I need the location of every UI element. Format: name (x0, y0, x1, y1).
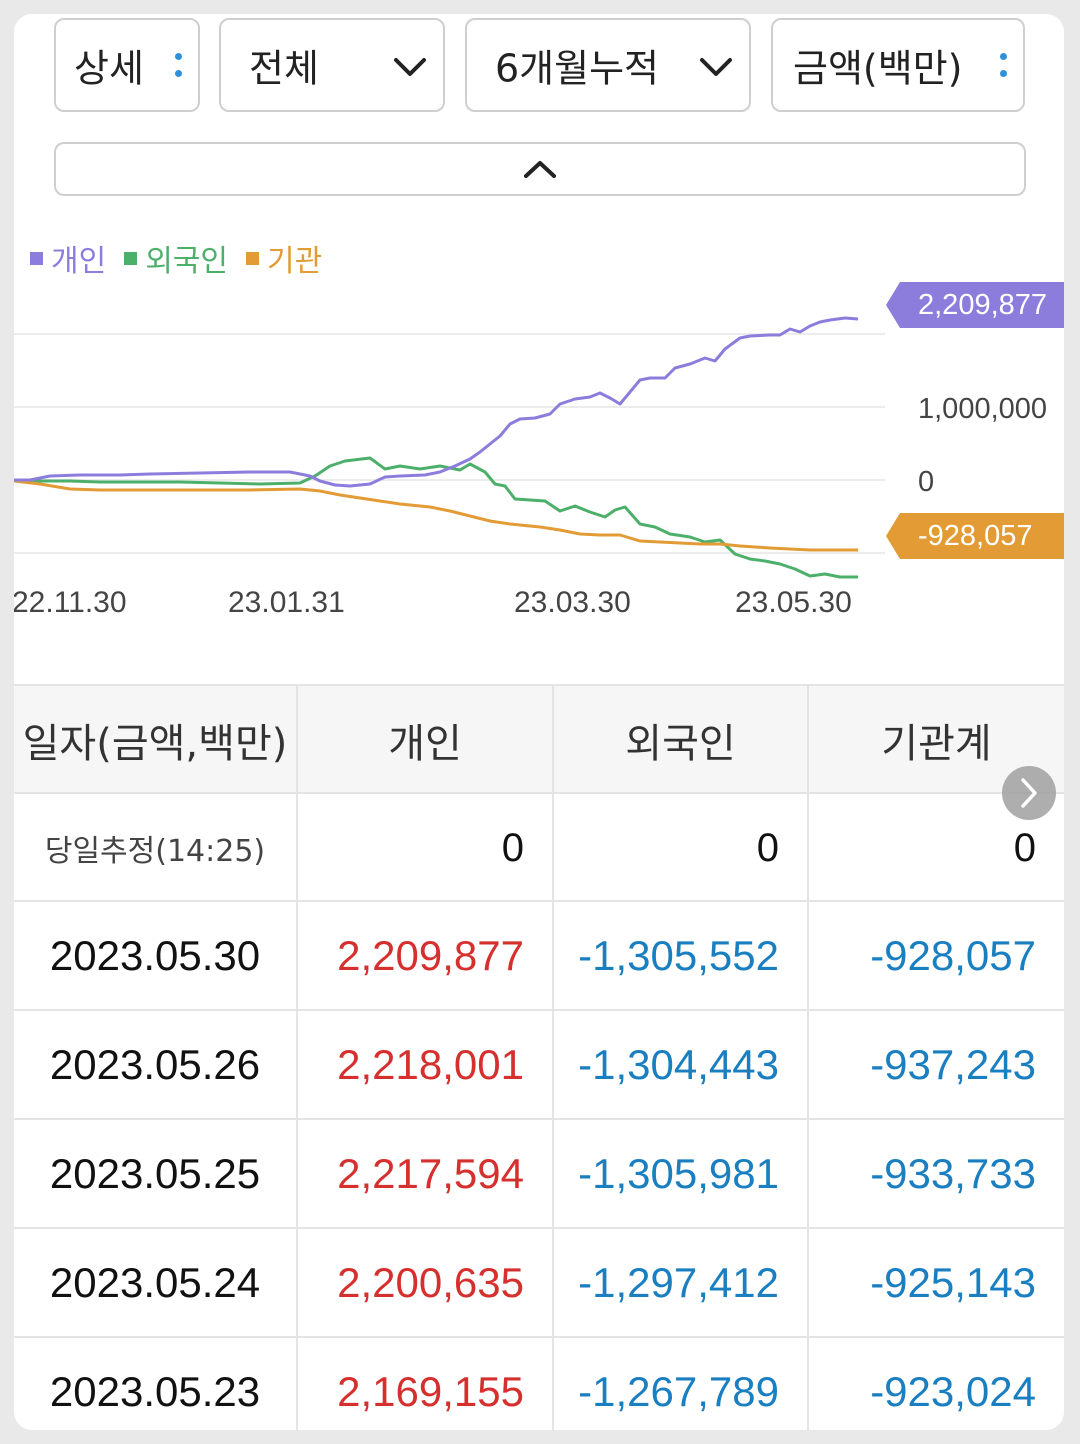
foreign-value: -1,305,552 (554, 902, 809, 1010)
scope-dropdown[interactable]: 전체 (219, 18, 445, 112)
table-header-row: 일자(금액,백만) 개인 외국인 기관계 (14, 684, 1064, 794)
chevron-down-icon (699, 43, 733, 87)
individual-value: 0 (298, 794, 554, 902)
institution-value: -928,057 (870, 932, 1036, 979)
date-cell: 2023.05.25 (14, 1120, 298, 1228)
more-vert-icon (175, 53, 182, 77)
foreign-value: -1,297,412 (554, 1229, 809, 1337)
investor-trend-card: 상세 전체 6개월누적 금액(백만) 개인 외국인 기관 (14, 14, 1064, 1430)
column-header-foreign: 외국인 (554, 686, 809, 794)
legend-swatch (30, 251, 43, 265)
legend-individual: 개인 (30, 236, 106, 280)
date-cell: 2023.05.30 (14, 902, 298, 1010)
chart-legend: 개인 외국인 기관 (30, 236, 322, 280)
legend-institution: 기관 (246, 236, 322, 280)
estimate-label: 당일추정(14:25) (14, 794, 298, 902)
scroll-right-button[interactable] (1002, 766, 1056, 820)
x-tick-label: 23.03.30 (514, 586, 631, 619)
series-line-individual (14, 316, 859, 488)
x-tick-label: 23.01.31 (228, 586, 345, 619)
legend-foreign: 외국인 (124, 236, 228, 280)
individual-value: 2,217,594 (298, 1120, 554, 1228)
individual-value: 2,218,001 (298, 1011, 554, 1119)
estimate-row: 당일추정(14:25) 0 0 0 (14, 792, 1064, 902)
institution-value: -925,143 (870, 1259, 1036, 1306)
investor-line-chart: 1,000,000 0 (14, 316, 1047, 579)
table-row: 2023.05.30 2,209,877 -1,305,552 -928,057 (14, 900, 1064, 1010)
series-line-institution (14, 479, 858, 552)
series-line-foreign (14, 456, 858, 579)
detail-dropdown-label: 상세 (74, 46, 144, 91)
legend-label: 기관 (267, 244, 323, 279)
last-value-text: 2,209,877 (918, 288, 1048, 321)
y-tick-label: 0 (918, 466, 934, 498)
column-header-individual: 개인 (298, 686, 554, 794)
last-value-text: -928,057 (918, 519, 1033, 552)
individual-last-value-tag: 2,209,877 (886, 282, 1064, 328)
collapse-filters-button[interactable] (54, 142, 1026, 196)
foreign-value: -1,305,981 (554, 1120, 809, 1228)
institution-value: 0 (1013, 825, 1036, 870)
legend-swatch (246, 251, 260, 265)
institution-value: -933,733 (870, 1150, 1036, 1197)
date-cell: 2023.05.24 (14, 1229, 298, 1337)
chevron-up-icon (524, 161, 556, 178)
grid-lines (14, 333, 885, 554)
individual-value: 2,169,155 (298, 1338, 554, 1430)
legend-label: 외국인 (145, 244, 229, 279)
legend-label: 개인 (51, 244, 107, 279)
table-row: 2023.05.25 2,217,594 -1,305,981 -933,733 (14, 1118, 1064, 1228)
foreign-value: -1,304,443 (554, 1011, 809, 1119)
scope-dropdown-label: 전체 (249, 46, 319, 91)
column-header-date: 일자(금액,백만) (14, 686, 298, 794)
y-tick-label: 1,000,000 (918, 393, 1047, 425)
period-dropdown[interactable]: 6개월누적 (465, 18, 751, 112)
individual-value: 2,209,877 (298, 902, 554, 1010)
x-tick-label: 22.11.30 (14, 586, 127, 619)
date-cell: 2023.05.23 (14, 1338, 298, 1430)
chevron-right-icon (1021, 778, 1037, 808)
column-header-institution: 기관계 (881, 721, 992, 767)
period-dropdown-label: 6개월누적 (495, 46, 660, 91)
date-cell: 2023.05.26 (14, 1011, 298, 1119)
x-tick-label: 23.05.30 (735, 586, 852, 619)
individual-value: 2,200,635 (298, 1229, 554, 1337)
foreign-value: -1,267,789 (554, 1338, 809, 1430)
unit-dropdown[interactable]: 금액(백만) (771, 18, 1025, 112)
institution-last-value-tag: -928,057 (886, 513, 1064, 559)
detail-dropdown[interactable]: 상세 (54, 18, 200, 112)
institution-value: -923,024 (870, 1368, 1036, 1415)
legend-swatch (124, 251, 138, 265)
more-vert-icon (1000, 53, 1007, 77)
table-row: 2023.05.26 2,218,001 -1,304,443 -937,243 (14, 1009, 1064, 1119)
foreign-value: 0 (554, 794, 809, 902)
unit-dropdown-label: 금액(백만) (793, 46, 963, 91)
table-row: 2023.05.23 2,169,155 -1,267,789 -923,024 (14, 1336, 1064, 1430)
chevron-down-icon (393, 43, 427, 87)
table-row: 2023.05.24 2,200,635 -1,297,412 -925,143 (14, 1227, 1064, 1337)
institution-value: -937,243 (870, 1041, 1036, 1088)
